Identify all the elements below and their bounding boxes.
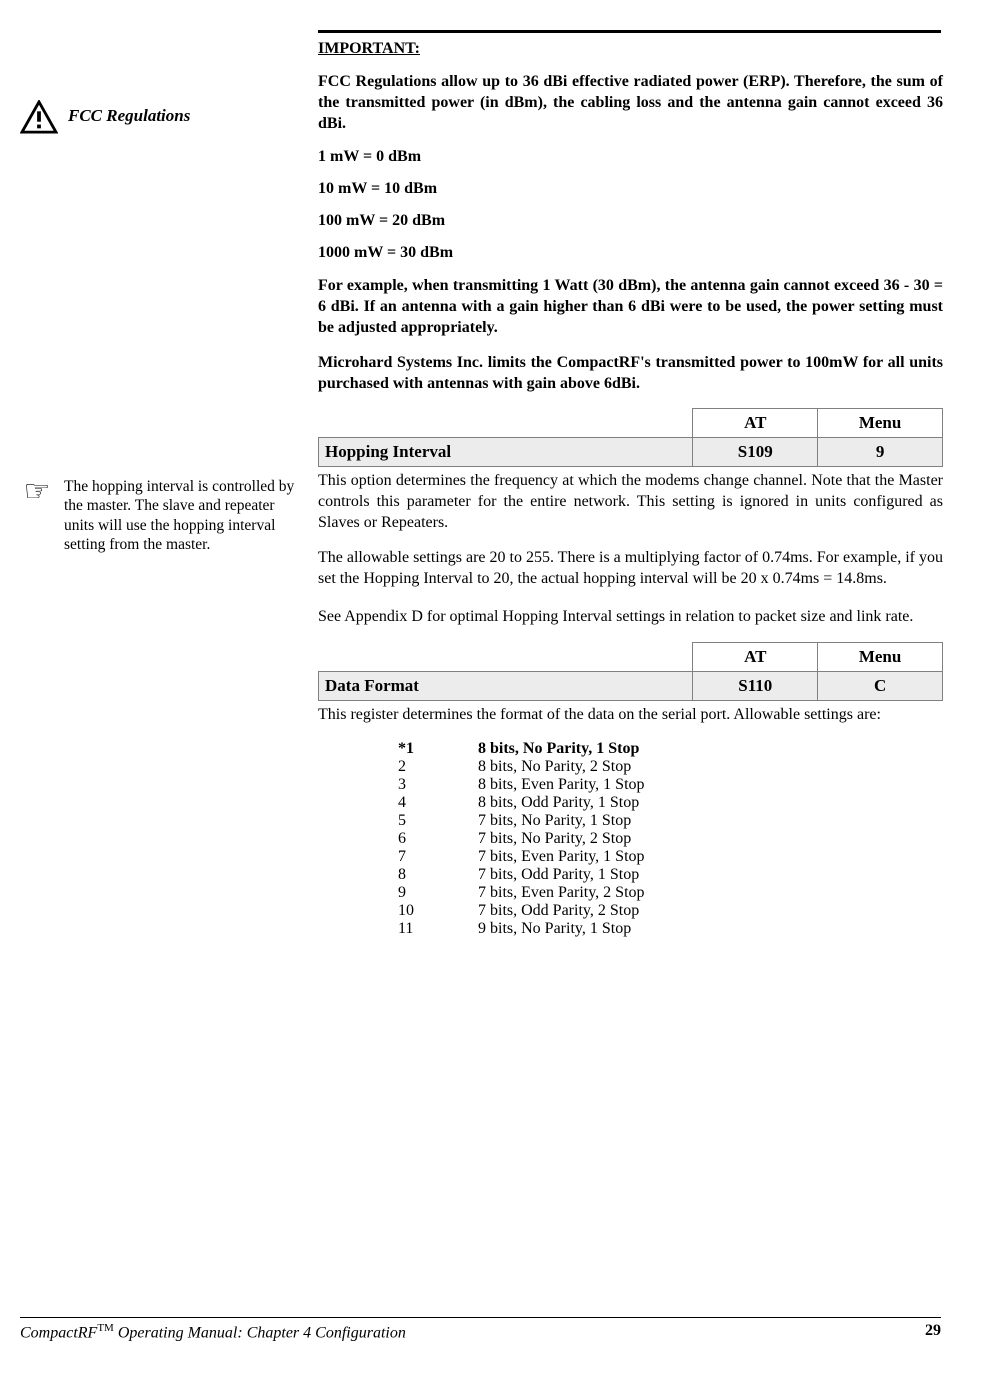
format-key: 6	[398, 830, 478, 848]
hopping-at: S109	[693, 438, 818, 467]
format-val: 8 bits, No Parity, 1 Stop	[478, 740, 639, 758]
footer-left: CompactRFTM Operating Manual: Chapter 4 …	[20, 1322, 406, 1342]
dataformat-menu: C	[818, 672, 943, 701]
format-val: 9 bits, No Parity, 1 Stop	[478, 920, 631, 938]
hopping-label: Hopping Interval	[319, 438, 693, 467]
format-key: 5	[398, 812, 478, 830]
hopping-p1: This option determines the frequency at …	[318, 471, 943, 533]
footer-page: 29	[925, 1322, 941, 1342]
format-val: 7 bits, Odd Parity, 1 Stop	[478, 866, 639, 884]
format-val: 7 bits, No Parity, 2 Stop	[478, 830, 631, 848]
format-val: 8 bits, Odd Parity, 1 Stop	[478, 794, 639, 812]
hopping-side-text: The hopping interval is controlled by th…	[64, 477, 300, 555]
format-key: 9	[398, 884, 478, 902]
dbm-line: 1 mW = 0 dBm	[318, 148, 943, 166]
col-menu: Menu	[818, 409, 943, 438]
col-at: AT	[693, 409, 818, 438]
format-val: 8 bits, Even Parity, 1 Stop	[478, 776, 645, 794]
format-val: 8 bits, No Parity, 2 Stop	[478, 758, 631, 776]
format-val: 7 bits, Odd Parity, 2 Stop	[478, 902, 639, 920]
format-row: *18 bits, No Parity, 1 Stop	[398, 740, 943, 758]
fcc-label: FCC Regulations	[68, 100, 190, 126]
format-key: 8	[398, 866, 478, 884]
main-content: IMPORTANT: FCC Regulations allow up to 3…	[318, 40, 943, 938]
important-p3: Microhard Systems Inc. limits the Compac…	[318, 353, 943, 395]
format-val: 7 bits, No Parity, 1 Stop	[478, 812, 631, 830]
format-row: 97 bits, Even Parity, 2 Stop	[398, 884, 943, 902]
format-row: 28 bits, No Parity, 2 Stop	[398, 758, 943, 776]
fcc-warning-note: FCC Regulations	[20, 100, 300, 134]
format-key: *1	[398, 740, 478, 758]
format-row: 48 bits, Odd Parity, 1 Stop	[398, 794, 943, 812]
hopping-side-note: ☜ The hopping interval is controlled by …	[20, 477, 300, 555]
col-at: AT	[693, 643, 818, 672]
format-row: 87 bits, Odd Parity, 1 Stop	[398, 866, 943, 884]
format-row: 77 bits, Even Parity, 1 Stop	[398, 848, 943, 866]
hopping-interval-table: AT Menu Hopping Interval S109 9	[318, 408, 943, 467]
important-p1: FCC Regulations allow up to 36 dBi effec…	[318, 72, 943, 134]
top-rule	[318, 30, 941, 33]
format-row: 107 bits, Odd Parity, 2 Stop	[398, 902, 943, 920]
col-menu: Menu	[818, 643, 943, 672]
dbm-line: 10 mW = 10 dBm	[318, 180, 943, 198]
sidebar: FCC Regulations ☜ The hopping interval i…	[20, 40, 300, 595]
dataformat-at: S110	[693, 672, 818, 701]
format-key: 4	[398, 794, 478, 812]
data-format-table: AT Menu Data Format S110 C	[318, 642, 943, 701]
hopping-p3: See Appendix D for optimal Hopping Inter…	[318, 607, 943, 628]
dataformat-p1: This register determines the format of t…	[318, 705, 943, 726]
format-row: 119 bits, No Parity, 1 Stop	[398, 920, 943, 938]
format-key: 2	[398, 758, 478, 776]
important-heading: IMPORTANT:	[318, 40, 943, 58]
format-key: 3	[398, 776, 478, 794]
warning-icon	[20, 100, 58, 134]
format-row: 57 bits, No Parity, 1 Stop	[398, 812, 943, 830]
format-key: 10	[398, 902, 478, 920]
dbm-line: 100 mW = 20 dBm	[318, 212, 943, 230]
important-p2: For example, when transmitting 1 Watt (3…	[318, 276, 943, 338]
format-row: 38 bits, Even Parity, 1 Stop	[398, 776, 943, 794]
footer-tm: TM	[97, 1322, 114, 1334]
dbm-line: 1000 mW = 30 dBm	[318, 244, 943, 262]
format-val: 7 bits, Even Parity, 2 Stop	[478, 884, 645, 902]
hopping-menu: 9	[818, 438, 943, 467]
data-format-list: *18 bits, No Parity, 1 Stop28 bits, No P…	[398, 740, 943, 938]
footer-product: CompactRF	[20, 1324, 97, 1341]
hopping-p2: The allowable settings are 20 to 255. Th…	[318, 548, 943, 590]
hand-icon: ☜	[20, 477, 54, 517]
format-val: 7 bits, Even Parity, 1 Stop	[478, 848, 645, 866]
footer-suffix: Operating Manual: Chapter 4 Configuratio…	[114, 1324, 406, 1341]
format-row: 67 bits, No Parity, 2 Stop	[398, 830, 943, 848]
format-key: 11	[398, 920, 478, 938]
format-key: 7	[398, 848, 478, 866]
dataformat-label: Data Format	[319, 672, 693, 701]
page-footer: CompactRFTM Operating Manual: Chapter 4 …	[20, 1317, 941, 1342]
